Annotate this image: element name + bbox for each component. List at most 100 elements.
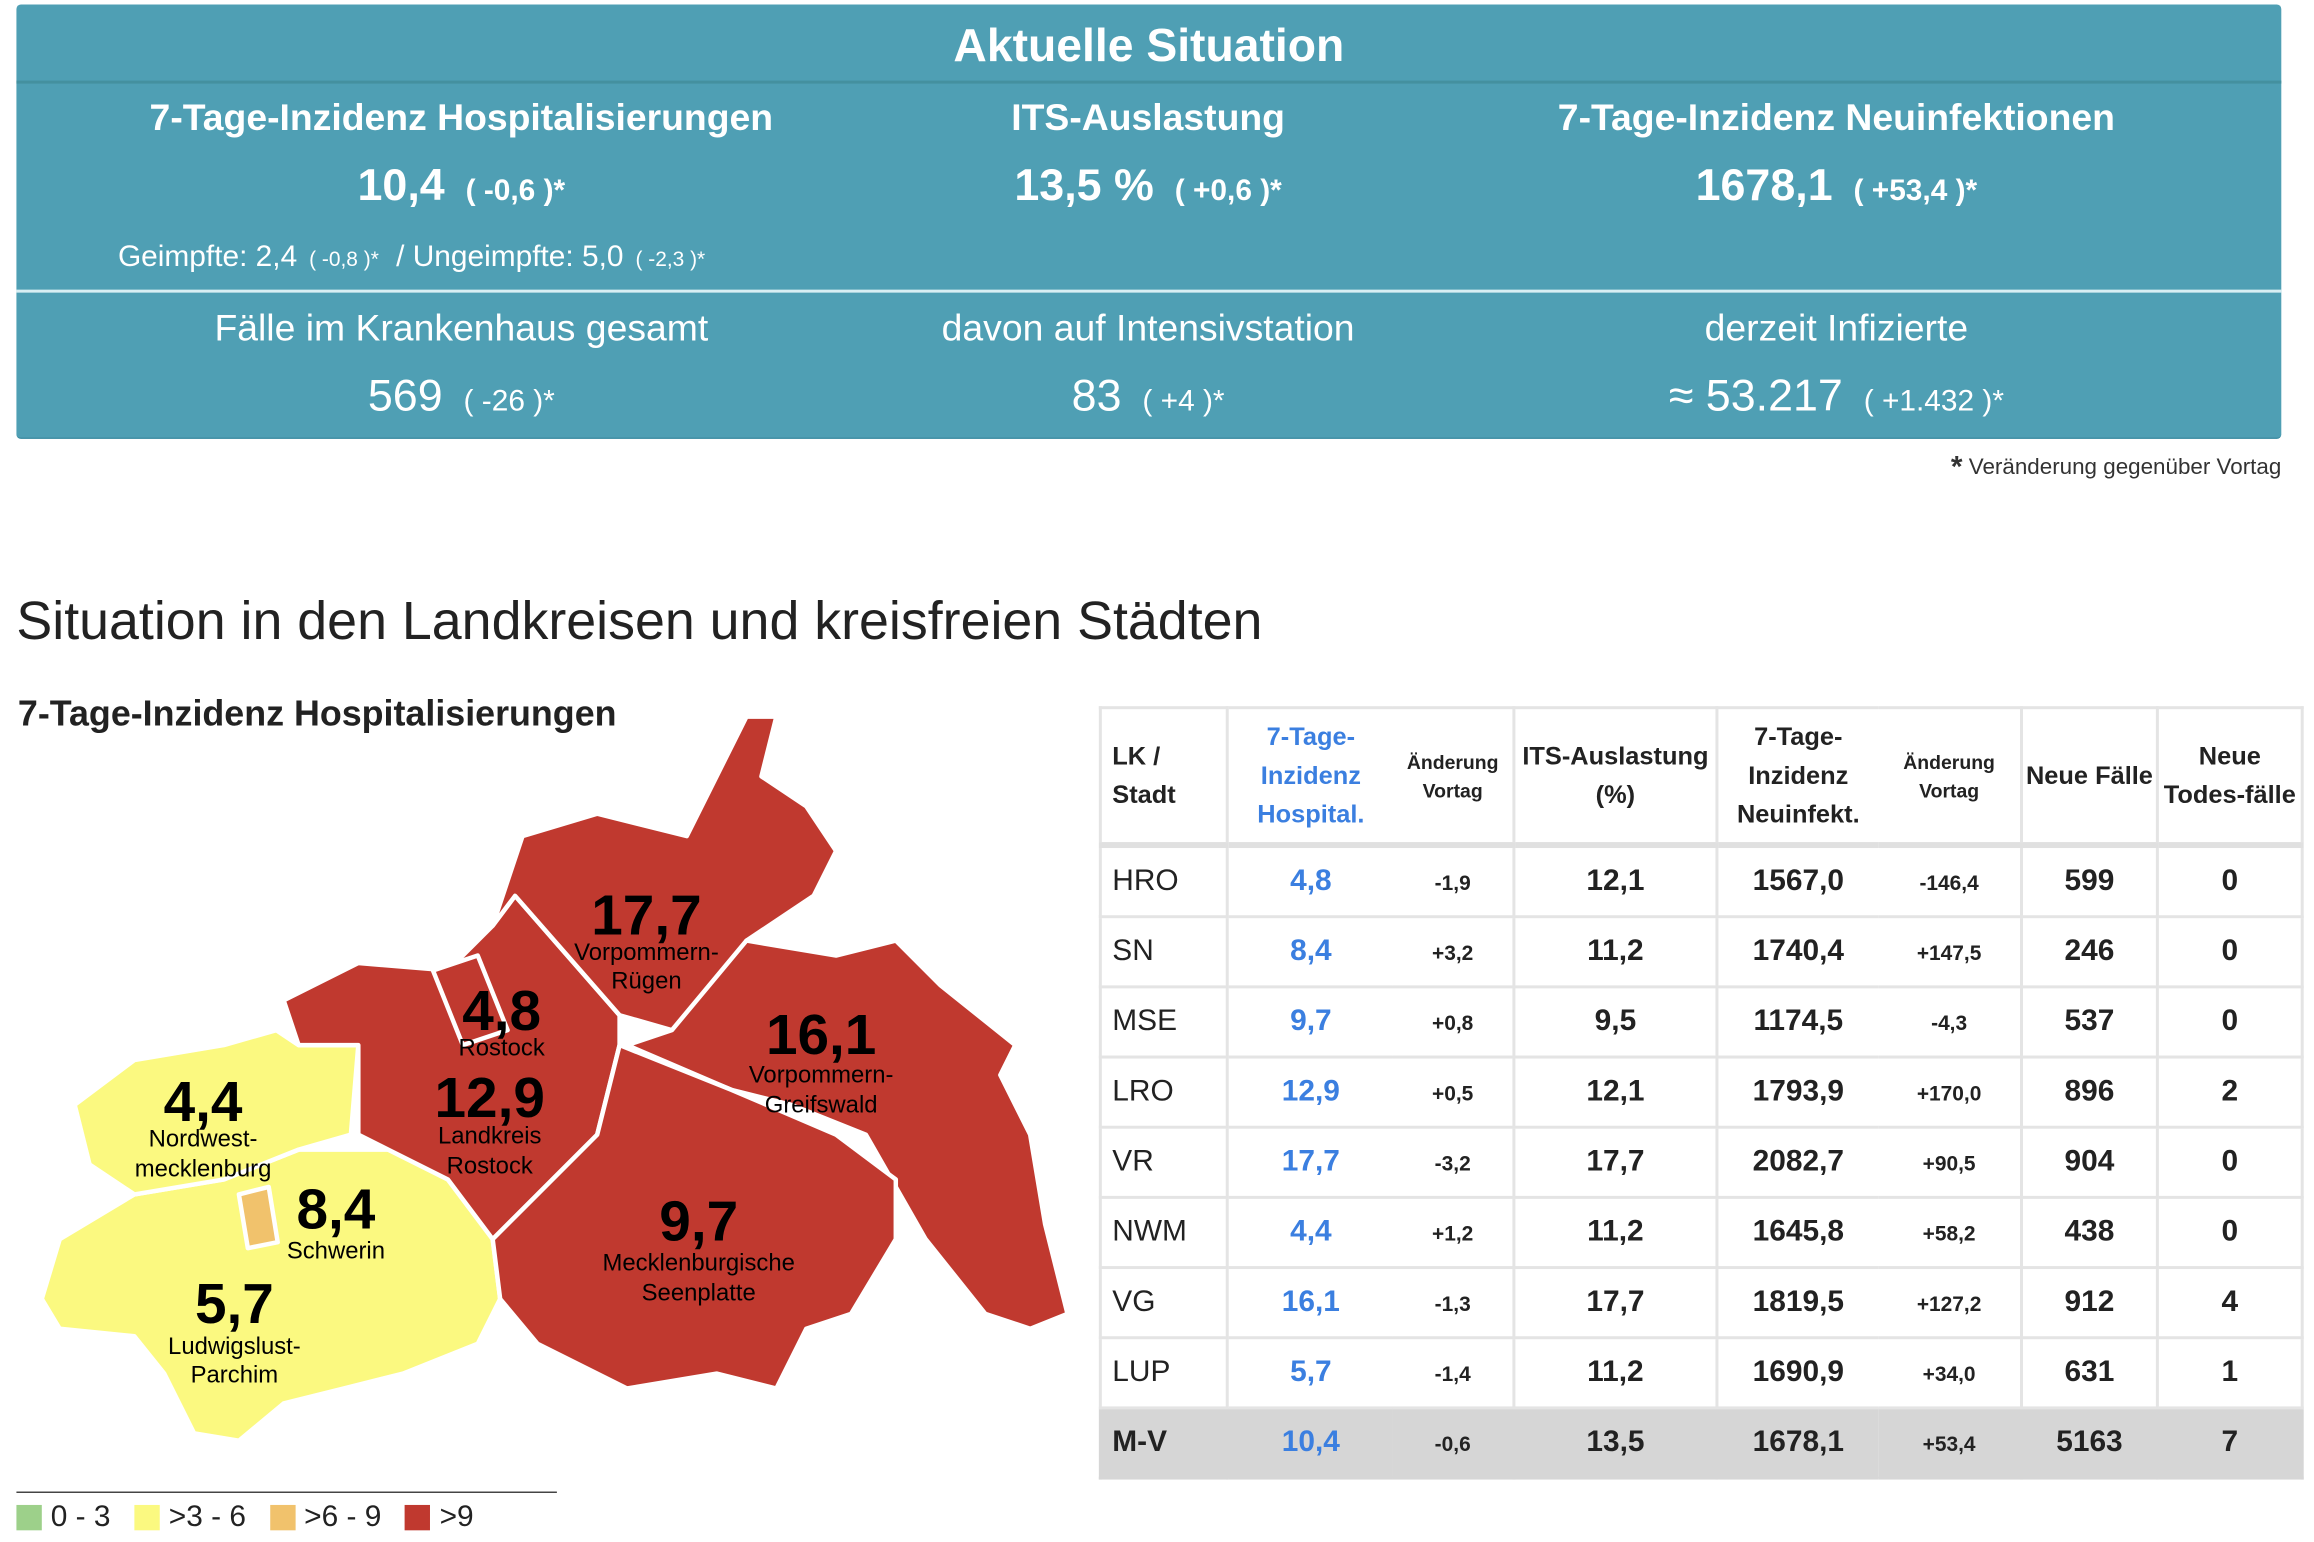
table-row: HRO 4,8 -1,9 12,1 1567,0 -146,4 599 0 (1098, 843, 2304, 919)
infected-card: derzeit Infizierte ≈ 53.217 ( +1.432 )* (1493, 308, 2180, 423)
neuinf-value: 1678,1 (1695, 161, 1833, 211)
panel-title: Aktuelle Situation (953, 19, 1345, 72)
kh-delta: ( -26 )* (463, 385, 555, 419)
cell-lk: MSE (1098, 985, 1229, 1059)
region-name: Greifswald (765, 1091, 878, 1118)
region-name: Seenplatte (642, 1279, 756, 1306)
cell-new-deaths: 2 (2155, 1055, 2304, 1129)
legend-swatch (134, 1504, 160, 1531)
cell-lk: VR (1098, 1125, 1229, 1199)
cell-hosp: 16,1 (1225, 1266, 1393, 1340)
its-label: ITS-Auslastung (1011, 97, 1285, 139)
cell-lk: LRO (1098, 1055, 1229, 1129)
kh-value: 569 (367, 371, 443, 422)
cell-new-deaths: 0 (2155, 915, 2304, 989)
cell-hosp-change: +0,8 (1392, 985, 1516, 1059)
cell-neuinf: 1690,9 (1715, 1336, 1879, 1410)
legend-item: >9 (405, 1500, 474, 1534)
cell-new-deaths: 7 (2155, 1406, 2304, 1480)
header-its: ITS-Auslastung (%) (1512, 706, 1719, 849)
region-vorpommern-ruegen[interactable] (490, 714, 839, 1033)
region-nordwestmecklenburg[interactable] (72, 1027, 361, 1197)
cell-hosp: 4,8 (1225, 843, 1393, 919)
hosp-delta: ( -0,6 )* (465, 174, 566, 208)
cell-new-deaths: 0 (2155, 985, 2304, 1059)
region-value: 12,9 (435, 1067, 545, 1130)
region-name: Landkreis (438, 1123, 542, 1150)
legend-item: >3 - 6 (134, 1500, 246, 1534)
region-name: Rügen (611, 967, 681, 994)
cell-neuinf: 1740,4 (1715, 915, 1879, 989)
cell-its: 17,7 (1512, 1125, 1719, 1199)
infiz-label: derzeit Infizierte (1704, 307, 1969, 350)
cell-hosp-change: -3,2 (1392, 1125, 1516, 1199)
cell-lk: NWM (1098, 1195, 1229, 1270)
region-schwerin[interactable] (236, 1184, 280, 1251)
cell-hosp-change: +0,5 (1392, 1055, 1516, 1129)
cell-neuinf-change: +90,5 (1878, 1125, 2024, 1199)
hosp-value: 10,4 (357, 161, 445, 211)
region-name: Rostock (459, 1035, 545, 1062)
region-value: 9,7 (659, 1191, 738, 1254)
divider (16, 80, 2282, 84)
map-title: 7-Tage-Inzidenz Hospitalisierungen (17, 694, 617, 735)
cell-lk: M-V (1098, 1406, 1229, 1480)
cell-new-cases: 246 (2020, 915, 2159, 989)
vaccination-breakdown: Geimpfte: 2,4 ( -0,8 )* / Ungeimpfte: 5,0… (118, 240, 714, 274)
cell-hosp: 9,7 (1225, 985, 1393, 1059)
cell-new-deaths: 4 (2155, 1266, 2304, 1340)
map-legend: 0 - 3 >3 - 6 >6 - 9 >9 (16, 1491, 557, 1535)
cell-new-cases: 537 (2020, 985, 2159, 1059)
district-table: LK / Stadt 7-Tage-Inzidenz Hospital. Änd… (1098, 706, 2304, 1480)
neuinf-delta: ( +53,4 )* (1853, 174, 1978, 208)
region-name: Mecklenburgische (603, 1250, 795, 1277)
region-vorpommern-greifswald[interactable] (624, 938, 1070, 1332)
footnote-star: * (1950, 450, 1963, 484)
ungeimpfte-delta: ( -2,3 )* (635, 246, 706, 271)
cell-new-deaths: 0 (2155, 1195, 2304, 1270)
hosp-label: 7-Tage-Inzidenz Hospitalisierungen (149, 97, 774, 139)
cell-its: 11,2 (1512, 1336, 1719, 1410)
table-row: LUP 5,7 -1,4 11,2 1690,9 +34,0 631 1 (1098, 1336, 2304, 1410)
table-row: MSE 9,7 +0,8 9,5 1174,5 -4,3 537 0 (1098, 985, 2304, 1059)
cell-neuinf-change: +53,4 (1878, 1406, 2024, 1480)
cell-new-cases: 631 (2020, 1336, 2159, 1410)
region-name: Ludwigslust- (168, 1333, 301, 1360)
region-rostock[interactable] (430, 953, 510, 1048)
cell-hosp-change: -1,4 (1392, 1336, 1516, 1410)
cell-new-cases: 599 (2020, 843, 2159, 919)
cell-its: 12,1 (1512, 843, 1719, 919)
cell-its: 11,2 (1512, 915, 1719, 989)
cell-neuinf: 1645,8 (1715, 1195, 1879, 1270)
cell-lk: VG (1098, 1266, 1229, 1340)
region-value: 5,7 (195, 1273, 274, 1336)
cell-hosp: 4,4 (1225, 1195, 1393, 1270)
cell-hosp: 17,7 (1225, 1125, 1393, 1199)
region-name: Nordwest- (149, 1126, 258, 1153)
kh-label: Fälle im Krankenhaus gesamt (214, 307, 709, 350)
table-row: VG 16,1 -1,3 17,7 1819,5 +127,2 912 4 (1098, 1266, 2304, 1340)
cell-new-cases: 904 (2020, 1125, 2159, 1199)
table-header: LK / Stadt 7-Tage-Inzidenz Hospital. Änd… (1098, 706, 2304, 849)
region-name: Rostock (447, 1152, 533, 1179)
cell-new-cases: 5163 (2020, 1406, 2159, 1480)
region-mecklenburgische-seenplatte[interactable] (490, 1042, 899, 1391)
cell-neuinf-change: +127,2 (1878, 1266, 2024, 1340)
legend-label: >6 - 9 (304, 1500, 382, 1534)
region-name: Schwerin (287, 1238, 385, 1265)
legend-swatch (269, 1504, 296, 1531)
cell-hosp: 10,4 (1225, 1406, 1393, 1480)
current-situation-panel: Aktuelle Situation 7-Tage-Inzidenz Hospi… (16, 4, 2282, 439)
separator: / (396, 240, 405, 274)
header-new-cases: Neue Fälle (2020, 706, 2159, 849)
infiz-delta: ( +1.432 )* (1863, 385, 2004, 419)
cell-lk: LUP (1098, 1336, 1229, 1410)
cell-hosp: 5,7 (1225, 1336, 1393, 1410)
intensiv-label: davon auf Intensivstation (941, 307, 1355, 350)
neuinf-card: 7-Tage-Inzidenz Neuinfektionen 1678,1 ( +… (1493, 97, 2180, 212)
region-value: 8,4 (296, 1179, 375, 1242)
header-neuinf-change: Änderung Vortag (1878, 706, 2024, 849)
cell-neuinf: 1793,9 (1715, 1055, 1879, 1129)
intensiv-value: 83 (1071, 371, 1122, 422)
header-lk: LK / Stadt (1098, 706, 1229, 849)
